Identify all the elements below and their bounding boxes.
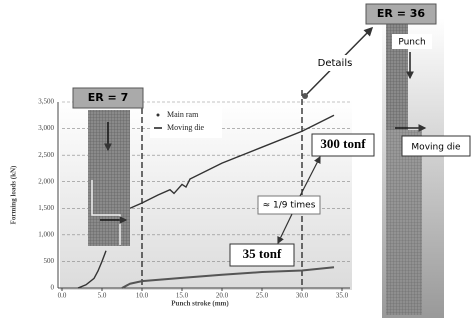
annotation: 300 tonf bbox=[320, 136, 366, 151]
legend-label: Moving die bbox=[167, 123, 205, 132]
annotation: 35 tonf bbox=[243, 246, 282, 261]
x-tick-label: 25.0 bbox=[256, 292, 269, 300]
y-tick-label: 2,000 bbox=[38, 177, 54, 185]
annotation: Punch bbox=[398, 38, 425, 48]
annotation: Details bbox=[318, 58, 353, 69]
y-axis-label: Forming loads (kN) bbox=[10, 165, 18, 224]
y-tick-label: 2,500 bbox=[38, 151, 54, 159]
x-tick-label: 30.0 bbox=[296, 292, 309, 300]
mesh-er7 bbox=[88, 110, 130, 246]
y-tick-label: 3,000 bbox=[38, 124, 54, 132]
mesh-er36 bbox=[386, 130, 422, 315]
legend-label: Main ram bbox=[167, 110, 199, 119]
y-tick-label: 1,000 bbox=[38, 230, 54, 238]
marker-dot bbox=[302, 93, 308, 99]
chart: 0 500 1,000 1,500 2,000 2,500 3,000 3,500 0.0 5.0… bbox=[0, 0, 475, 323]
annotation: Moving die bbox=[411, 143, 461, 153]
y-tick-label: 0 bbox=[51, 284, 55, 292]
annotation: ER = 7 bbox=[88, 91, 129, 104]
annotation: ≈ 1/9 times bbox=[263, 201, 316, 211]
page: {"chart_data":{"type":"line","x_label":"… bbox=[0, 0, 475, 323]
y-tick-label: 500 bbox=[44, 257, 55, 265]
legend-marker bbox=[157, 114, 160, 117]
x-axis-label: Punch stroke (mm) bbox=[171, 300, 229, 308]
x-tick-label: 5.0 bbox=[98, 292, 107, 300]
x-tick-label: 10.0 bbox=[136, 292, 149, 300]
x-tick-label: 15.0 bbox=[176, 292, 189, 300]
y-tick-label: 1,500 bbox=[38, 204, 54, 212]
y-tick-label: 3,500 bbox=[38, 98, 54, 106]
x-tick-label: 0.0 bbox=[58, 292, 67, 300]
annotation: ER = 36 bbox=[377, 7, 426, 20]
x-tick-label: 35.0 bbox=[336, 292, 349, 300]
x-tick-label: 20.0 bbox=[216, 292, 229, 300]
